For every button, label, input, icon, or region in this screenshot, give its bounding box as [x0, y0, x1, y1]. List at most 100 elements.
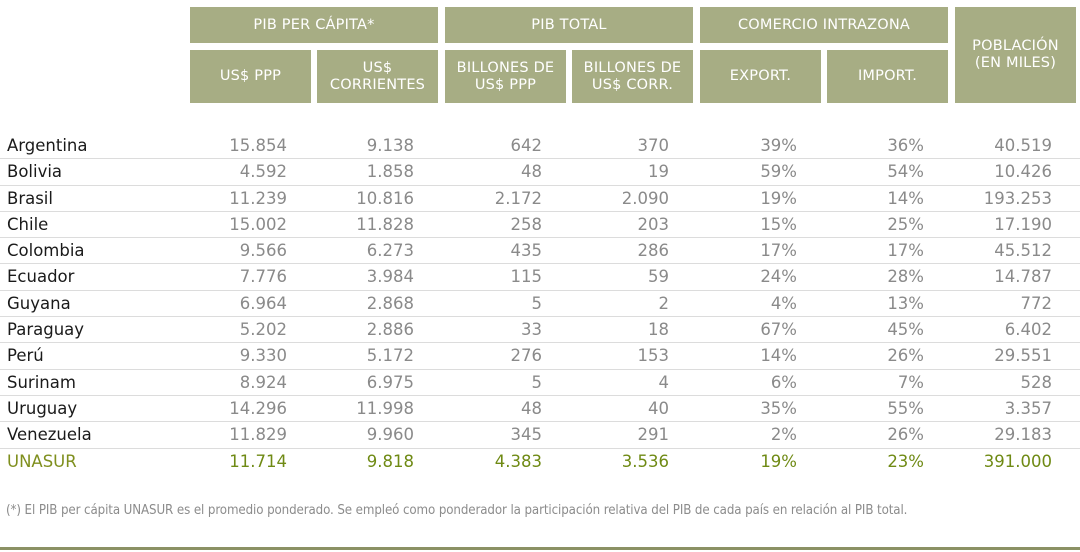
value-cell: 36% — [887, 136, 924, 155]
value-cell: 2 — [658, 293, 670, 313]
value-cell: 11.714 — [229, 451, 287, 471]
value-cell: 54% — [887, 162, 924, 182]
value-cell: 14.296 — [229, 398, 287, 418]
table-row: Colombia 9.566 6.273 435 286 17% 17% 45.512 — [0, 238, 1080, 265]
value-cell: 11.998 — [356, 398, 414, 418]
value-cell: 6.402 — [1004, 320, 1052, 340]
value-cell: 4.592 — [239, 162, 287, 182]
value-cell: 59% — [760, 162, 797, 182]
value-cell: 28% — [887, 267, 924, 287]
value-cell: 14% — [760, 346, 797, 366]
value-cell: 29.183 — [994, 425, 1052, 445]
value-cell: 13% — [887, 293, 924, 313]
value-cell: 23% — [887, 451, 924, 471]
value-cell: 9.330 — [239, 346, 287, 366]
country-name: Uruguay — [7, 398, 78, 418]
country-name: Argentina — [7, 136, 88, 155]
value-cell: 10.816 — [356, 188, 414, 208]
value-cell: 15.002 — [229, 214, 287, 234]
subheader-billones-corr: BILLONES DE US$ CORR. — [572, 50, 693, 103]
value-cell: 435 — [510, 241, 543, 261]
value-cell: 45.512 — [994, 241, 1052, 261]
value-cell: 391.000 — [983, 451, 1052, 471]
value-cell: 193.253 — [983, 188, 1052, 208]
table-row: Surinam 8.924 6.975 5 4 6% 7% 528 — [0, 370, 1080, 396]
value-cell: 11.239 — [229, 188, 287, 208]
value-cell: 67% — [760, 320, 797, 340]
value-cell: 24% — [760, 267, 797, 287]
value-cell: 48 — [521, 398, 542, 418]
table-row: Uruguay 14.296 11.998 48 40 35% 55% 3.357 — [0, 396, 1080, 423]
value-cell: 26% — [887, 425, 924, 445]
value-cell: 48 — [521, 162, 542, 182]
value-cell: 33 — [521, 320, 542, 340]
value-cell: 7% — [897, 372, 924, 392]
country-name: Paraguay — [7, 320, 85, 340]
country-name: Perú — [7, 346, 44, 366]
subheader-export: EXPORT. — [700, 50, 821, 103]
table-row: Guyana 6.964 2.868 5 2 4% 13% 772 — [0, 291, 1080, 318]
value-cell: 17% — [760, 241, 797, 261]
value-cell: 5.202 — [239, 320, 287, 340]
value-cell: 258 — [510, 214, 543, 234]
value-cell: 1.858 — [366, 162, 414, 182]
header-pib-total: PIB TOTAL — [445, 7, 693, 43]
table-row: Brasil 11.239 10.816 2.172 2.090 19% 14% 193.25… — [0, 186, 1080, 212]
header-pib-per-capita: PIB PER CÁPITA* — [190, 7, 438, 43]
value-cell: 14.787 — [994, 267, 1052, 287]
value-cell: 528 — [1020, 372, 1053, 392]
value-cell: 772 — [1020, 293, 1053, 313]
value-cell: 2.172 — [494, 188, 542, 208]
value-cell: 29.551 — [994, 346, 1052, 366]
value-cell: 19 — [648, 162, 669, 182]
value-cell: 14% — [887, 188, 924, 208]
country-name: UNASUR — [7, 451, 77, 471]
table-row: Ecuador 7.776 3.984 115 59 24% 28% 14.787 — [0, 264, 1080, 291]
header-poblacion: POBLACIÓN (EN MILES) — [955, 7, 1076, 103]
country-name: Venezuela — [7, 425, 92, 445]
value-cell: 4% — [770, 293, 797, 313]
value-cell: 40.519 — [994, 136, 1052, 155]
country-name: Guyana — [7, 293, 71, 313]
value-cell: 3.357 — [1004, 398, 1052, 418]
value-cell: 10.426 — [994, 162, 1052, 182]
table-row: Perú 9.330 5.172 276 153 14% 26% 29.551 — [0, 343, 1080, 370]
value-cell: 2.886 — [366, 320, 414, 340]
value-cell: 345 — [510, 425, 543, 445]
table-row: Venezuela 11.829 9.960 345 291 2% 26% 29.183 — [0, 422, 1080, 449]
subheader-usd-corrientes: US$ CORRIENTES — [317, 50, 438, 103]
value-cell: 5 — [531, 293, 543, 313]
value-cell: 9.566 — [239, 241, 287, 261]
value-cell: 642 — [510, 136, 543, 155]
value-cell: 6% — [770, 372, 797, 392]
value-cell: 15% — [760, 214, 797, 234]
country-name: Chile — [7, 214, 49, 234]
value-cell: 40 — [648, 398, 669, 418]
value-cell: 291 — [637, 425, 670, 445]
value-cell: 5.172 — [366, 346, 414, 366]
value-cell: 18 — [648, 320, 669, 340]
table-row: Bolivia 4.592 1.858 48 19 59% 54% 10.426 — [0, 159, 1080, 186]
value-cell: 9.138 — [366, 136, 414, 155]
footnote: (*) El PIB per cápita UNASUR es el prome… — [6, 503, 908, 518]
value-cell: 286 — [637, 241, 670, 261]
value-cell: 3.984 — [366, 267, 414, 287]
value-cell: 39% — [760, 136, 797, 155]
value-cell: 15.854 — [229, 136, 287, 155]
country-name: Ecuador — [7, 267, 75, 287]
value-cell: 59 — [648, 267, 669, 287]
value-cell: 11.829 — [229, 425, 287, 445]
value-cell: 9.960 — [366, 425, 414, 445]
country-name: Brasil — [7, 188, 53, 208]
table-row: Paraguay 5.202 2.886 33 18 67% 45% 6.402 — [0, 317, 1080, 344]
subheader-import: IMPORT. — [827, 50, 948, 103]
country-name: Bolivia — [7, 162, 63, 182]
subheader-billones-ppp: BILLONES DE US$ PPP — [445, 50, 566, 103]
value-cell: 6.273 — [366, 241, 414, 261]
value-cell: 370 — [637, 136, 670, 155]
value-cell: 26% — [887, 346, 924, 366]
value-cell: 2.090 — [621, 188, 669, 208]
country-name: Colombia — [7, 241, 85, 261]
value-cell: 203 — [637, 214, 670, 234]
country-name: Surinam — [7, 372, 76, 392]
